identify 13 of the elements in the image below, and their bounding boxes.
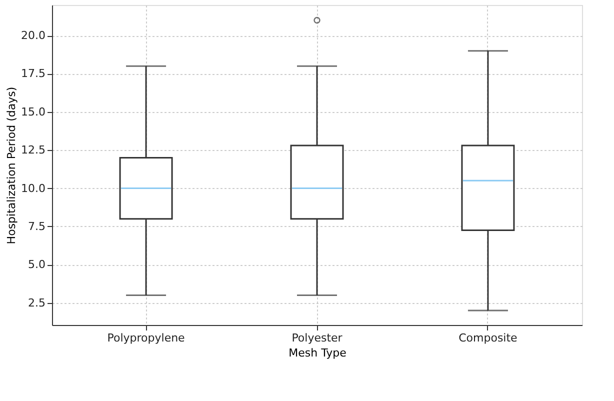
y-tick-label: 5.0 bbox=[28, 258, 46, 272]
y-axis-title: Hospitalization Period (days) bbox=[5, 86, 18, 244]
y-tick-label: 7.5 bbox=[28, 220, 46, 233]
x-tick-label: Composite bbox=[458, 332, 518, 344]
x-tick-label: Polypropylene bbox=[107, 332, 186, 344]
y-tick-label: 15.0 bbox=[21, 105, 46, 118]
y-tick-label: 12.5 bbox=[21, 144, 46, 157]
y-tick-label: 17.5 bbox=[21, 67, 46, 80]
y-tick-label: 10.0 bbox=[21, 182, 46, 195]
x-tick-label: Polyester bbox=[292, 332, 343, 344]
y-tick-label: 20.0 bbox=[21, 29, 46, 42]
x-axis-title: Mesh Type bbox=[288, 346, 347, 360]
y-tick-label: 2.5 bbox=[28, 296, 46, 310]
